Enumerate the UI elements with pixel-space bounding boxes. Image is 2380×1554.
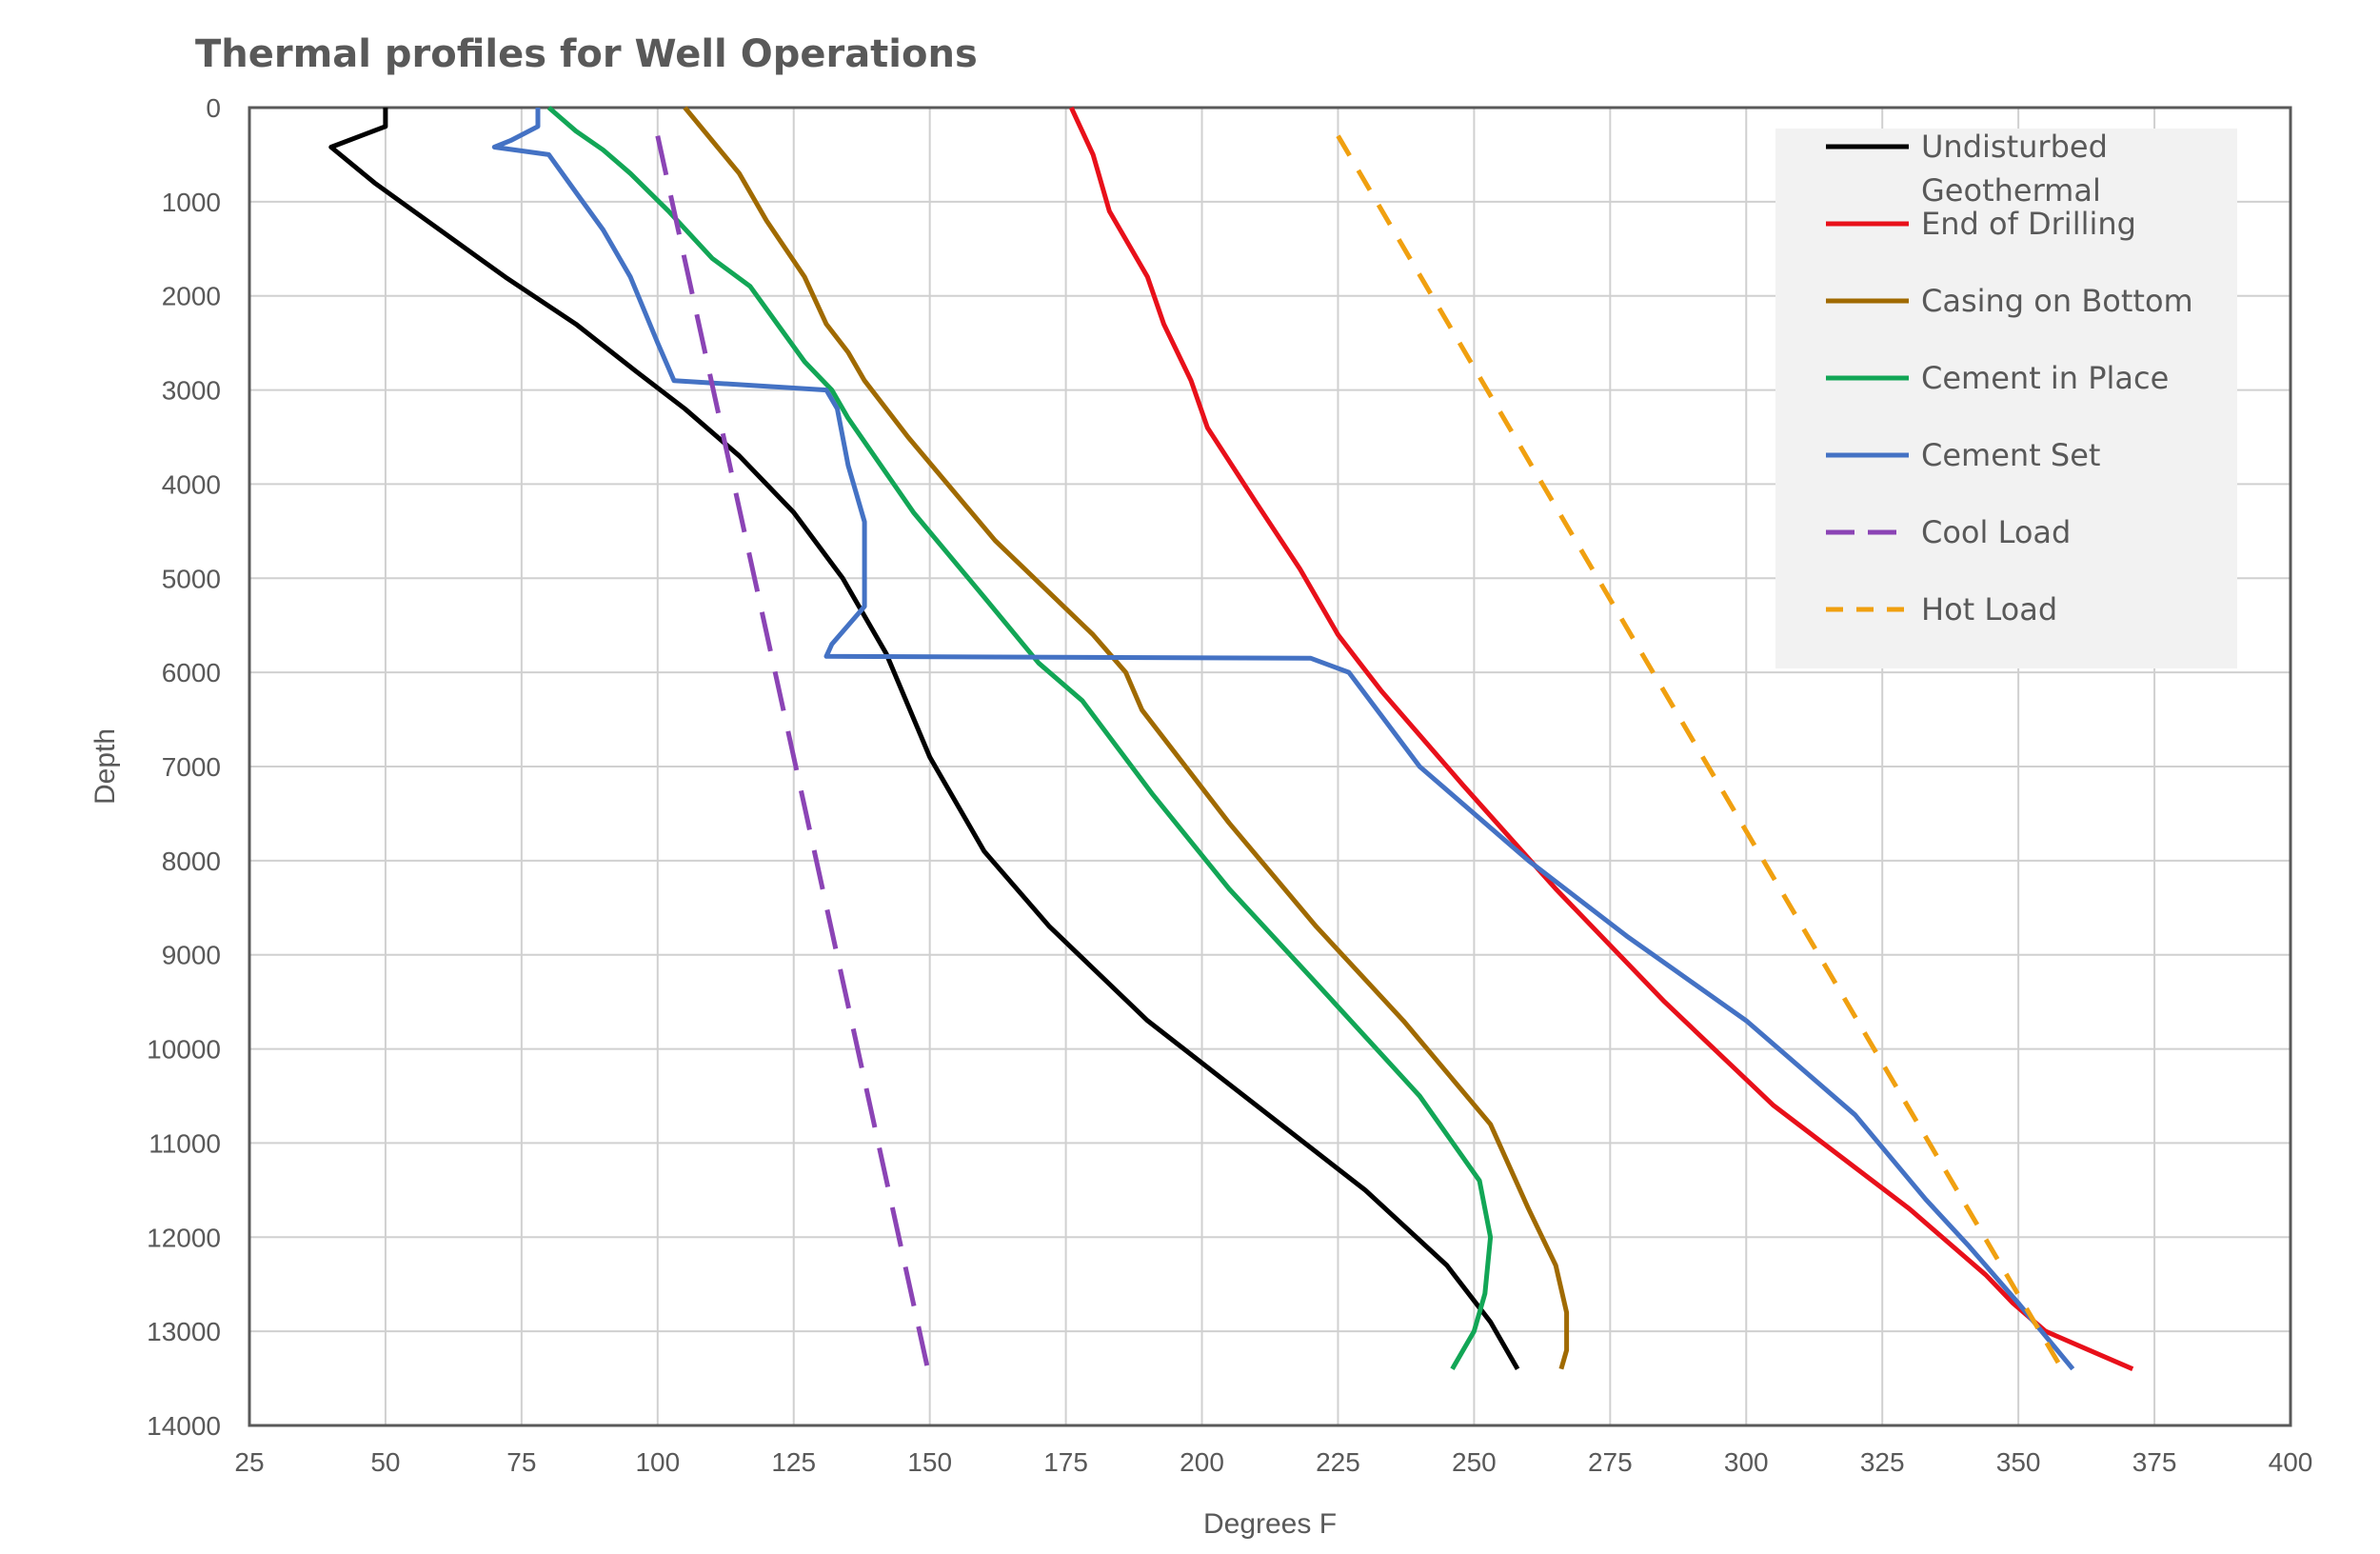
y-tick-label: 6000 [162,658,221,687]
y-tick-label: 4000 [162,469,221,499]
y-tick-label: 9000 [162,941,221,970]
x-tick-label: 100 [635,1447,680,1477]
y-tick-label: 7000 [162,752,221,782]
series-line-end-of-drilling [1069,106,2134,1371]
y-tick-label: 8000 [162,847,221,876]
x-tick-label: 250 [1452,1447,1497,1477]
y-tick-label: 10000 [147,1035,221,1065]
chart-title: Thermal profiles for Well Operations [195,32,978,76]
x-tick-label: 275 [1588,1447,1633,1477]
x-tick-label: 200 [1180,1447,1224,1477]
x-tick-label: 150 [907,1447,952,1477]
legend-label-cool-load: Cool Load [1921,514,2071,550]
y-axis-ticks: 0 1000 2000 3000 4000 5000 6000 7000 8000 9000 100… [147,93,221,1441]
series-line-cool-load [655,135,933,1380]
series-lines [328,106,2134,1380]
plot-frame [248,106,2292,1427]
y-axis-label: Depth [89,728,121,805]
x-tick-label: 300 [1724,1447,1769,1477]
y-tick-label: 13000 [147,1317,221,1346]
x-tick-label: 25 [234,1447,264,1477]
x-tick-label: 350 [1996,1447,2041,1477]
legend-label-hot-load: Hot Load [1921,591,2057,628]
y-tick-label: 2000 [162,282,221,311]
x-tick-label: 400 [2269,1447,2313,1477]
y-tick-label: 11000 [149,1128,221,1158]
legend-label-undisturbed-geothermal: Undisturbed [1921,129,2108,165]
y-tick-label: 14000 [147,1411,221,1441]
series-line-undisturbed-geothermal [328,108,1520,1370]
y-tick-label: 0 [206,93,221,123]
x-tick-label: 125 [771,1447,816,1477]
x-tick-label: 175 [1043,1447,1088,1477]
legend-label-cement-set: Cement Set [1921,437,2100,473]
series-line-casing-on-bottom [683,106,1570,1370]
legend-label-casing-on-bottom: Casing on Bottom [1921,283,2193,319]
y-tick-label: 5000 [162,564,221,593]
x-tick-label: 325 [1860,1447,1905,1477]
legend-label-undisturbed-geothermal: Geothermal [1921,172,2101,209]
legend-background [1775,129,2237,668]
y-tick-label: 3000 [162,376,221,406]
series-line-cement-in-place [546,106,1494,1370]
legend-label-cement-in-place: Cement in Place [1921,360,2169,396]
x-axis-ticks: 25 50 75 100 125 150 175 200 225 250 275 300 325 350 3… [234,1447,2312,1477]
x-tick-label: 75 [506,1447,536,1477]
series-line-cement-set [491,108,2075,1371]
y-tick-label: 12000 [147,1223,221,1252]
x-tick-label: 50 [370,1447,400,1477]
legend-label-end-of-drilling: End of Drilling [1921,206,2136,242]
x-axis-label: Degrees F [1203,1508,1337,1540]
x-tick-label: 375 [2132,1447,2177,1477]
y-tick-label: 1000 [162,188,221,217]
x-tick-label: 225 [1316,1447,1360,1477]
